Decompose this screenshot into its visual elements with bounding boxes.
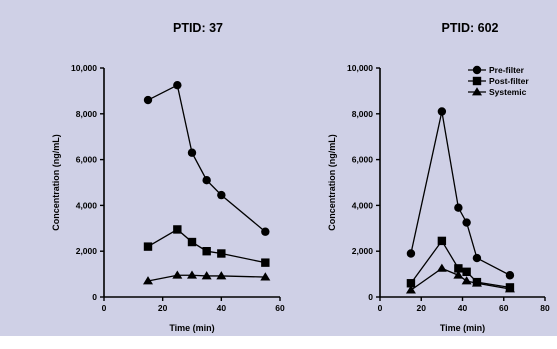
data-point-circle (454, 203, 463, 212)
x-axis-label: Time (min) (440, 323, 485, 333)
chart-panel-1: PTID: 37 0 2,000 4,000 6,000 8,000 10,000 0 20 40… (51, 21, 285, 333)
legend-item: Pre-filter (468, 65, 525, 75)
data-point-triangle (260, 272, 271, 281)
legend-label: Pre-filter (489, 65, 525, 75)
data-point-circle (505, 271, 515, 280)
y-tick-label: 8,000 (352, 109, 374, 119)
data-point-square (217, 249, 226, 258)
data-point-square (261, 258, 270, 267)
x-tick-label: 20 (158, 303, 168, 313)
y-tick-label: 2,000 (76, 246, 98, 256)
y-axis-label: Concentration (ng/mL) (51, 134, 61, 231)
data-point-triangle (216, 271, 227, 280)
series-triangle (143, 270, 271, 285)
data-point-circle (462, 218, 471, 227)
data-point-triangle (201, 271, 212, 280)
data-point-circle (472, 253, 482, 263)
data-point-triangle (436, 263, 447, 272)
x-tick-label: 40 (217, 303, 227, 313)
data-point-square (454, 264, 463, 273)
data-point-triangle (187, 270, 197, 279)
data-point-square (173, 225, 182, 234)
y-axis-label: Concentration (ng/mL) (327, 134, 337, 231)
data-point-circle (143, 95, 153, 105)
data-point-circle (173, 80, 182, 90)
data-point-square (187, 237, 197, 247)
y-tick-label: 0 (368, 292, 373, 302)
series-line (147, 274, 266, 282)
series-triangle (405, 263, 515, 294)
data-point-circle (202, 176, 211, 185)
data-point-triangle (461, 276, 472, 285)
data-point-circle (261, 227, 270, 236)
x-tick-label: 60 (499, 303, 509, 313)
data-point-triangle (405, 285, 416, 294)
data-point-square (202, 247, 211, 256)
y-tick-label: 4,000 (352, 200, 374, 210)
series-circle (143, 80, 270, 236)
y-tick-label: 6,000 (76, 155, 98, 165)
chart-title: PTID: 602 (442, 21, 499, 35)
y-tick-label: 2,000 (352, 246, 374, 256)
x-tick-label: 0 (102, 303, 107, 313)
x-tick-label: 0 (378, 303, 383, 313)
series-line (410, 111, 511, 276)
x-tick-label: 80 (540, 303, 550, 313)
y-tick-label: 4,000 (76, 200, 98, 210)
y-tick-label: 6,000 (352, 155, 374, 165)
series-line (147, 228, 266, 264)
y-tick-label: 8,000 (76, 109, 98, 119)
legend-marker-triangle (472, 87, 482, 96)
data-point-triangle (143, 276, 153, 285)
legend-label: Post-filter (489, 76, 529, 86)
data-point-circle (217, 190, 226, 200)
x-tick-label: 40 (458, 303, 468, 313)
legend-label: Systemic (489, 87, 527, 97)
data-point-circle (406, 249, 416, 258)
y-tick-label: 10,000 (71, 63, 97, 73)
data-point-square (143, 242, 153, 251)
data-point-triangle (172, 270, 183, 279)
data-point-triangle (453, 270, 464, 279)
x-tick-label: 60 (275, 303, 285, 313)
data-point-triangle (504, 284, 515, 293)
data-point-circle (187, 148, 197, 157)
legend-marker-square (472, 76, 482, 86)
legend-marker-circle (472, 65, 482, 75)
x-axis-label: Time (min) (169, 323, 214, 333)
data-point-square (406, 279, 416, 288)
series-square (143, 225, 270, 267)
data-point-circle (437, 107, 447, 116)
chart-panel-2: PTID: 602 0 2,000 4,000 6,000 8,000 10,000 0 20 4… (327, 21, 550, 333)
series-line (147, 84, 266, 233)
x-tick-label: 20 (417, 303, 427, 313)
legend-item: Post-filter (468, 76, 529, 86)
y-tick-label: 10,000 (347, 63, 373, 73)
y-tick-label: 0 (92, 292, 97, 302)
series-square (406, 236, 515, 292)
legend-item: Systemic (468, 87, 527, 97)
data-point-square (462, 267, 471, 277)
data-point-triangle (471, 278, 482, 287)
data-point-square (437, 236, 447, 246)
chart-title: PTID: 37 (173, 21, 223, 35)
series-circle (406, 107, 515, 280)
